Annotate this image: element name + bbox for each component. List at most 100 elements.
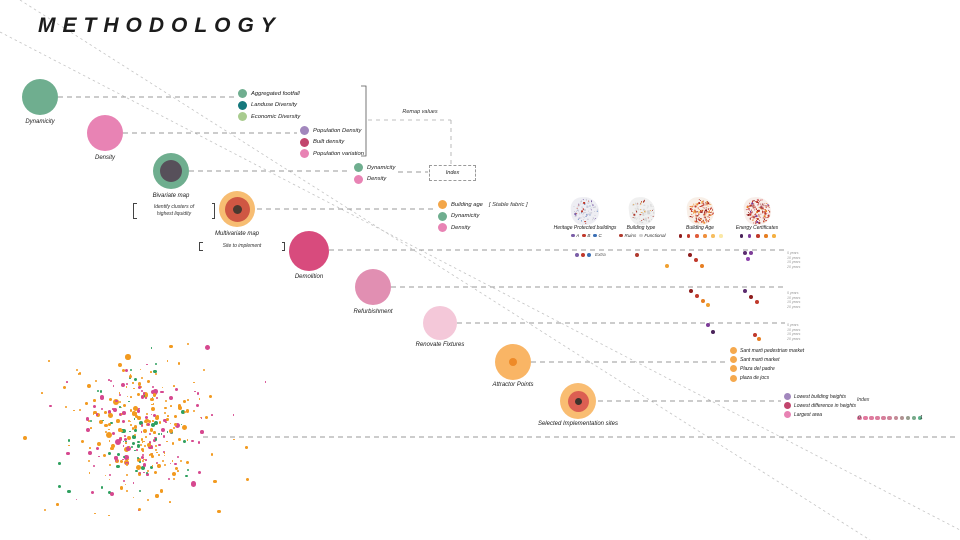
scatter-dot — [168, 428, 173, 433]
legend-item: plaza de jocs — [730, 374, 804, 382]
scatter-dot — [120, 430, 123, 432]
scatter-dot — [136, 464, 142, 470]
map-speck — [637, 208, 639, 211]
scatter-dot — [123, 434, 126, 437]
scatter-dot — [173, 478, 176, 481]
scatter-dot — [148, 441, 152, 444]
scatter-dot — [143, 440, 145, 443]
map-speck — [640, 209, 642, 211]
map-speck — [707, 220, 709, 222]
scatter-dot — [128, 420, 130, 423]
scatter-dot — [172, 442, 175, 445]
scatter-dot — [66, 451, 70, 456]
scatter-dot — [153, 413, 157, 417]
legend-label: Sant marti pedestrian market — [740, 347, 805, 354]
scatter-dot — [161, 459, 164, 463]
scatter-dot — [104, 411, 107, 414]
scatter-dot — [129, 375, 133, 379]
scatter-dot — [132, 382, 134, 384]
legend-label: Lowest building heights — [794, 393, 846, 400]
scatter-dot — [109, 398, 113, 402]
scatter-dot — [200, 416, 202, 418]
map-speck — [697, 206, 699, 208]
scatter-dot — [198, 398, 201, 400]
scatter-dot — [130, 424, 132, 426]
map-speck — [594, 215, 596, 217]
scatter-dot — [149, 447, 151, 449]
scatter-dot — [185, 408, 190, 413]
scatter-dot — [93, 410, 97, 415]
scatter-dot — [109, 492, 114, 497]
scatter-dot — [132, 435, 136, 439]
map-legend-dot — [719, 234, 723, 238]
step-circle-bivariate-map — [153, 153, 189, 189]
scatter-dot — [187, 439, 189, 441]
scatter-cluster — [20, 335, 270, 535]
scatter-dot — [136, 444, 141, 448]
scatter-dot — [132, 482, 135, 484]
map-legend-dot — [739, 234, 744, 238]
scatter-dot — [142, 459, 145, 462]
multivariate-mid-ring — [224, 196, 250, 222]
map-speck — [650, 218, 653, 221]
scatter-dot — [142, 392, 146, 395]
scatter-dot — [164, 406, 168, 410]
scatter-dot — [174, 466, 178, 470]
step-label-demolition: Demolition — [294, 274, 324, 280]
scatter-dot — [96, 446, 100, 450]
map-title-energy: Energy Certificates — [735, 225, 779, 231]
page-title: METHODOLOGY — [38, 14, 282, 37]
scatter-dot — [137, 393, 140, 395]
scatter-dot — [154, 470, 158, 474]
scatter-dot — [170, 432, 173, 434]
mini-chart-year-labels: 5 years 10 years 15 years 20 years — [787, 251, 801, 270]
scatter-dot — [129, 420, 132, 423]
map-speck — [577, 209, 580, 212]
scatter-dot — [66, 381, 68, 383]
scatter-dot — [122, 445, 125, 447]
legend-item: Density — [354, 174, 395, 184]
legend-item: Landuse Diversity — [238, 100, 300, 110]
legend-label: Building age — [451, 201, 483, 208]
legend-label: A — [576, 233, 580, 238]
scatter-dot — [130, 446, 133, 448]
step-label-bivariate-map: Bivariate map — [152, 193, 190, 199]
selected-mid-ring — [567, 390, 589, 412]
legend-label: Aggregated footfall — [251, 90, 300, 97]
map-speck — [759, 216, 761, 218]
map-speck — [647, 217, 650, 219]
map-speck — [749, 217, 752, 220]
map-speck — [707, 220, 710, 222]
stable-fabric-note: [ Stable fabric ] — [488, 201, 528, 208]
legend-dot — [784, 411, 791, 419]
map-speck — [698, 213, 700, 215]
remap-values-label: Remap values — [402, 109, 438, 115]
scatter-dot — [78, 408, 82, 412]
map-speck — [650, 215, 652, 217]
map-title-heritage: Heritage Protected buildings — [553, 225, 617, 231]
scatter-dot — [94, 512, 96, 515]
scatter-dot — [133, 418, 136, 420]
scatter-dot — [171, 460, 174, 462]
scatter-dot — [165, 399, 168, 402]
scatter-dot — [124, 455, 129, 460]
scatter-dot — [122, 411, 126, 415]
scatter-dot — [132, 496, 135, 499]
scatter-dot — [88, 450, 92, 455]
index-scale-title: Index — [857, 397, 870, 403]
map-speck — [646, 207, 648, 209]
scatter-dot — [119, 437, 123, 441]
scatter-dot — [143, 395, 145, 397]
map-speck — [585, 215, 587, 217]
map-speck — [747, 204, 749, 206]
map-speck — [765, 219, 767, 222]
scatter-dot — [103, 453, 107, 457]
legend-dot — [300, 126, 309, 135]
scatter-dot — [162, 435, 165, 438]
scatter-dot — [122, 368, 126, 372]
multivariate-note: Site to implement — [199, 242, 285, 251]
scatter-dot — [96, 412, 101, 417]
scatter-dot — [22, 436, 27, 441]
legend-dot — [619, 233, 624, 238]
map-speck — [638, 217, 640, 220]
